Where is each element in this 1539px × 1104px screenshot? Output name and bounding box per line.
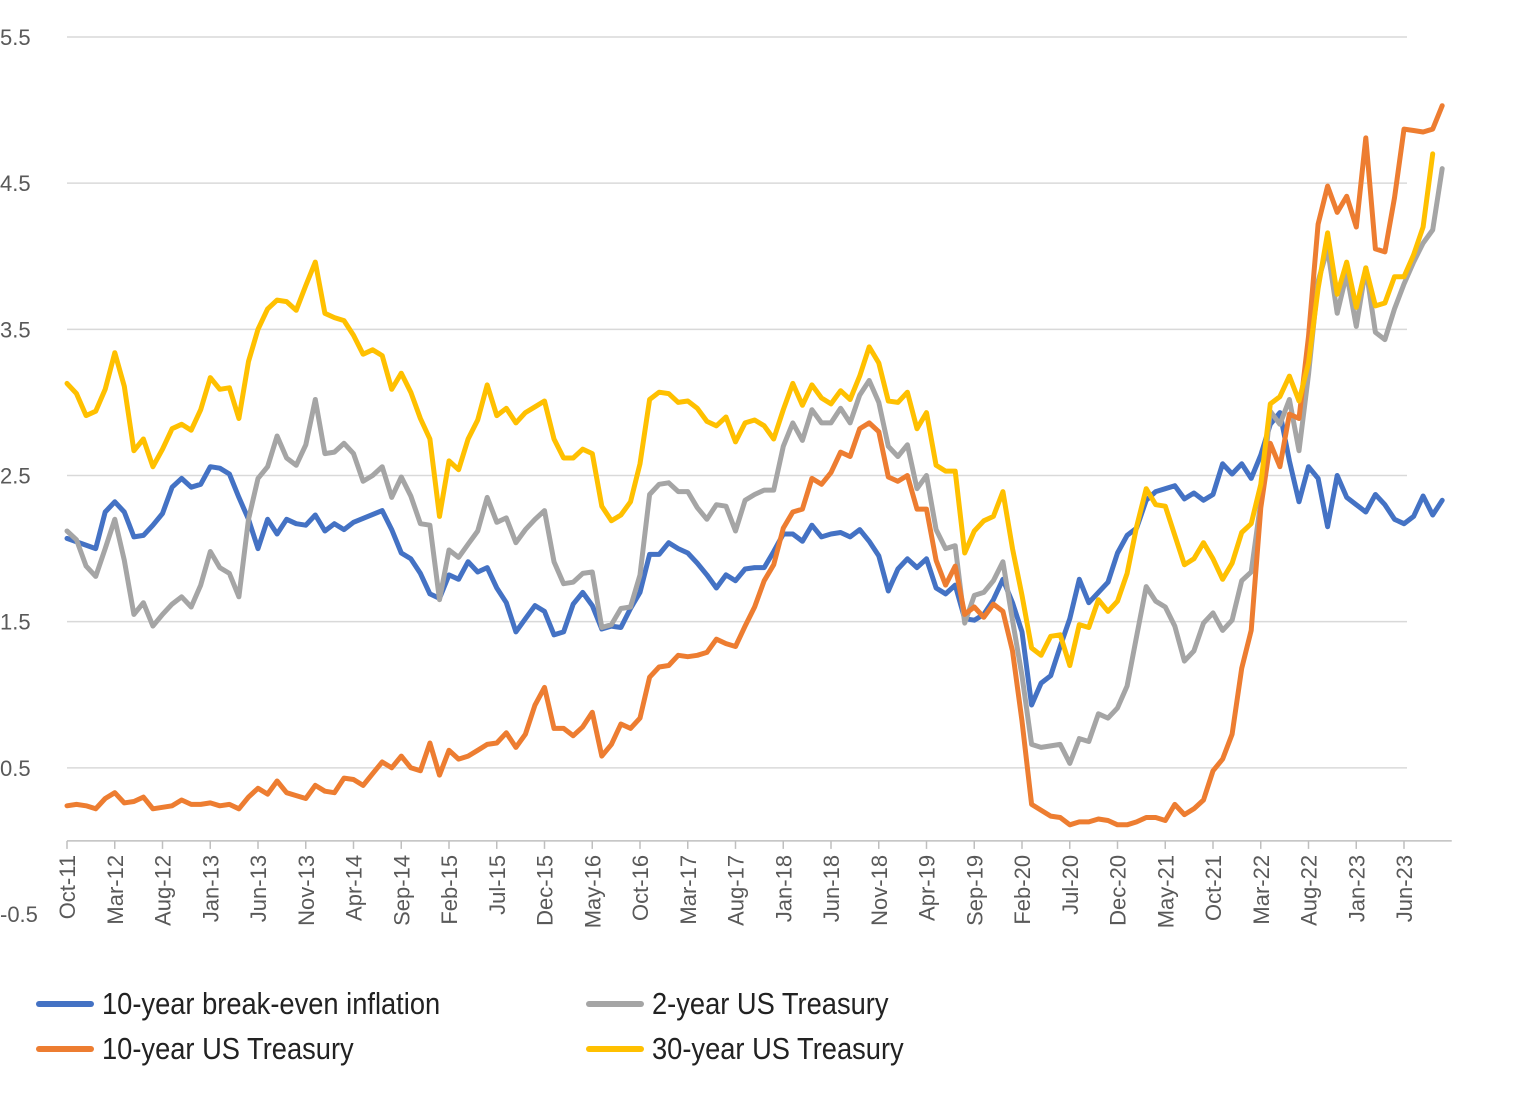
legend-swatch-10y-treasury: [36, 1046, 94, 1052]
series-line-0: [64, 410, 1445, 708]
y-tick-label: 5.5: [0, 25, 31, 50]
x-tick-label: Apr-19: [915, 855, 940, 921]
x-tick-label: Dec-20: [1106, 855, 1131, 926]
x-tick-label: Aug-17: [724, 855, 749, 926]
y-tick-label: 1.5: [0, 610, 31, 635]
legend-item-break-even: 10-year break-even inflation: [36, 986, 486, 1022]
legend-item-10y-treasury: 10-year US Treasury: [36, 1031, 388, 1067]
x-tick-label: Dec-15: [533, 855, 558, 926]
series-line-1: [64, 166, 1445, 766]
x-tick-label: Jan-18: [771, 855, 796, 922]
legend-label-2y-treasury: 2-year US Treasury: [652, 986, 889, 1021]
x-tick-label: Oct-11: [55, 855, 80, 919]
x-tick-label: Oct-21: [1201, 855, 1226, 921]
x-tick-label: Feb-20: [1010, 855, 1035, 925]
legend-swatch-2y-treasury: [586, 1001, 644, 1007]
x-axis: Oct-11 Mar-12 Aug-12 Jan-13 Jun-13 Nov-13 Apr-…: [55, 840, 1452, 928]
x-tick-label: Nov-13: [294, 855, 319, 926]
x-tick-label: Aug-22: [1297, 855, 1322, 926]
legend-label-break-even: 10-year break-even inflation: [102, 986, 441, 1021]
x-tick-label: Apr-14: [342, 855, 367, 921]
y-tick-label: -0.5: [0, 902, 38, 927]
legend-item-30y-treasury: 30-year US Treasury: [586, 1031, 938, 1067]
x-tick-label: May-21: [1153, 855, 1178, 928]
x-tick-label: Nov-18: [867, 855, 892, 926]
legend-swatch-break-even: [36, 1001, 94, 1007]
legend-item-2y-treasury: 2-year US Treasury: [586, 986, 921, 1022]
x-tick-label: Jun-18: [819, 855, 844, 922]
series-lines: [64, 103, 1445, 828]
gridlines: [67, 36, 1407, 769]
x-tick-label: Mar-22: [1249, 855, 1274, 925]
legend-swatch-30y-treasury: [586, 1046, 644, 1052]
x-tick-label: May-16: [580, 855, 605, 928]
x-tick-label: Sep-19: [962, 855, 987, 926]
x-tick-label: Jan-13: [198, 855, 223, 922]
y-tick-label: 3.5: [0, 317, 31, 342]
y-tick-label: 4.5: [0, 171, 31, 196]
x-tick-label: Feb-15: [437, 855, 462, 925]
series-line-2: [64, 103, 1445, 828]
y-axis: 5.5 4.5 3.5 2.5 1.5 0.5 -0.5: [0, 25, 38, 927]
x-tick-label: Jul-20: [1058, 855, 1083, 915]
x-tick-label: Mar-12: [103, 855, 128, 925]
x-tick-label: Aug-12: [151, 855, 176, 926]
x-tick-label: Oct-16: [628, 855, 653, 921]
x-tick-label: Mar-17: [676, 855, 701, 925]
x-tick-label: Jul-15: [485, 855, 510, 915]
series-line-3: [64, 151, 1436, 668]
x-tick-label: Sep-14: [389, 855, 414, 926]
legend-label-10y-treasury: 10-year US Treasury: [102, 1031, 354, 1066]
x-tick-label: Jan-23: [1344, 855, 1369, 922]
y-tick-label: 0.5: [0, 756, 31, 781]
x-tick-label: Jun-13: [246, 855, 271, 922]
x-tick-label: Jun-23: [1392, 855, 1417, 922]
y-tick-label: 2.5: [0, 464, 31, 489]
legend-label-30y-treasury: 30-year US Treasury: [652, 1031, 904, 1066]
